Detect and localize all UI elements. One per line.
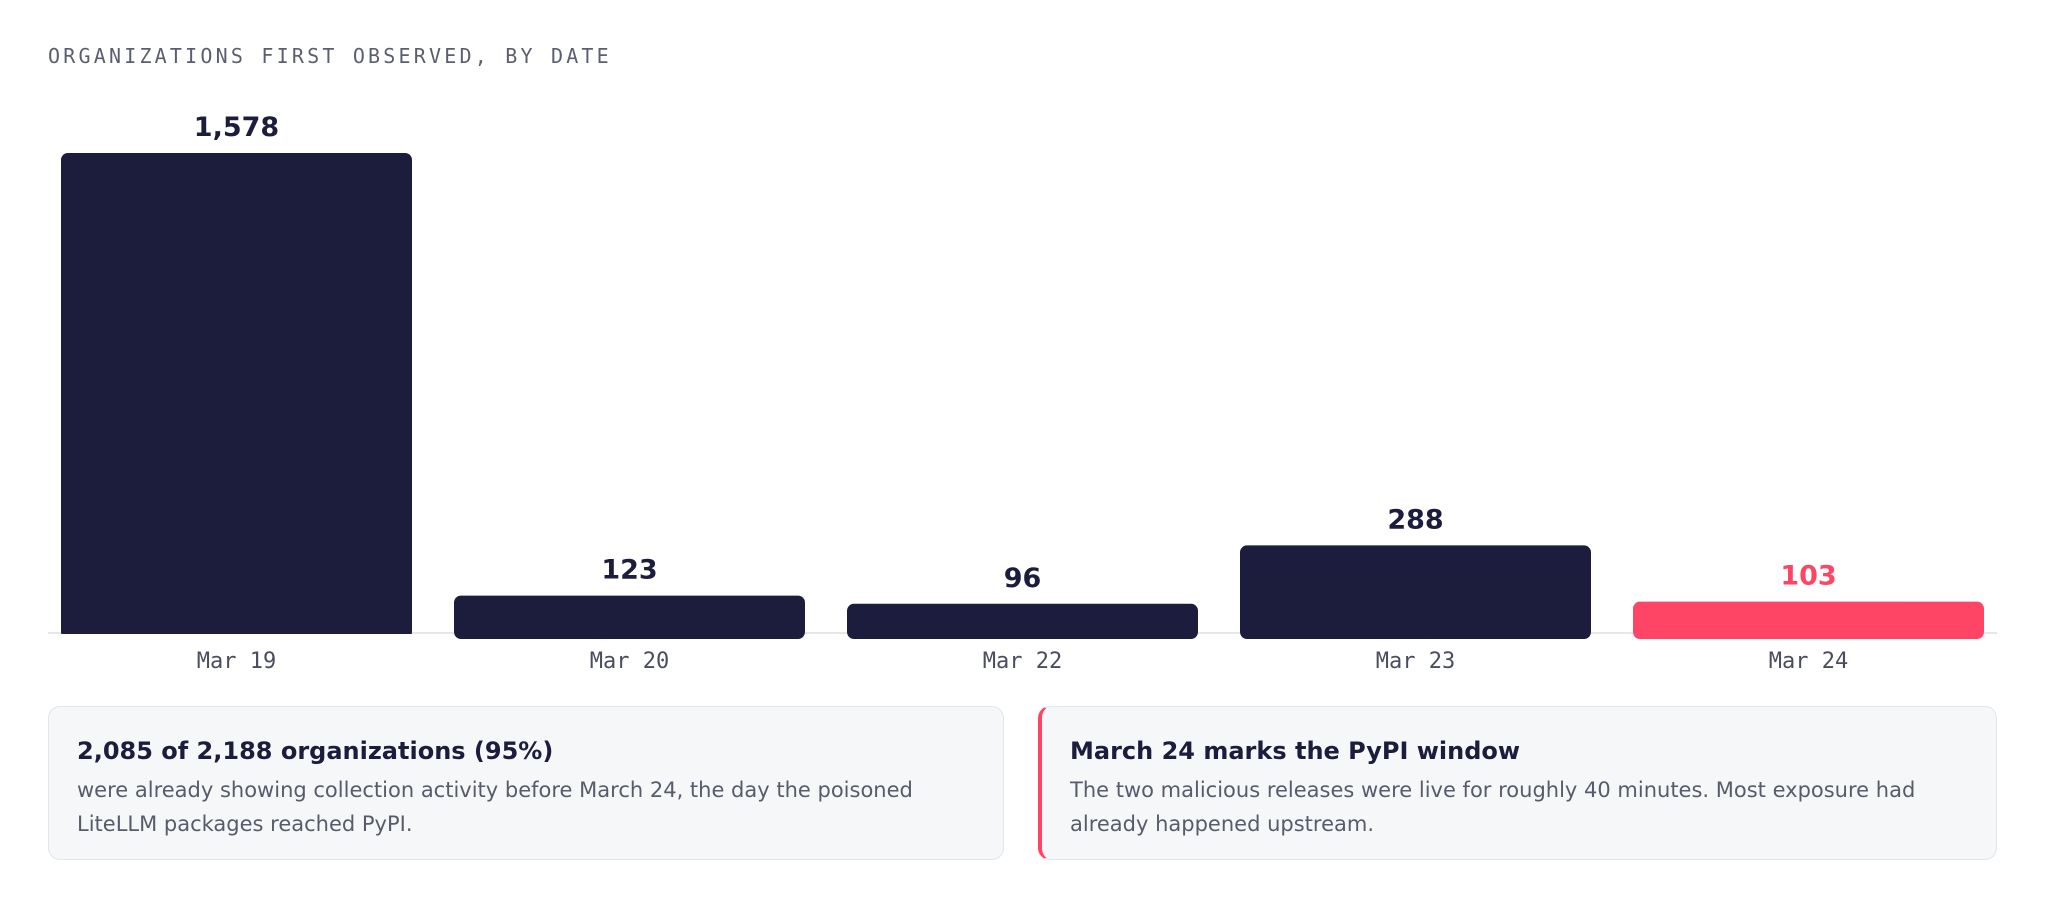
bar-mar-22: [847, 603, 1198, 639]
bar-mar-24: [1633, 601, 1984, 639]
data-label: 288: [1387, 504, 1443, 535]
pypi-window-card: March 24 marks the PyPI window The two m…: [1038, 706, 1997, 860]
data-label: 96: [1004, 563, 1042, 594]
summary-card-heading: 2,085 of 2,188 organizations (95%): [77, 737, 554, 765]
chart-title: ORGANIZATIONS FIRST OBSERVED, BY DATE: [48, 44, 612, 68]
data-label: 123: [601, 555, 657, 586]
x-tick-label: Mar 23: [1376, 649, 1455, 674]
pypi-window-card-body: The two malicious releases were live for…: [1070, 778, 1916, 836]
x-tick-label: Mar 22: [983, 649, 1062, 674]
pypi-window-card-heading: March 24 marks the PyPI window: [1070, 737, 1521, 765]
bar-mar-23: [1240, 545, 1591, 639]
data-label: 103: [1780, 561, 1836, 592]
data-label: 1,578: [194, 112, 279, 143]
summary-card: 2,085 of 2,188 organizations (95%) were …: [48, 706, 1004, 860]
bar-mar-20: [454, 595, 805, 639]
bar-mar-19: [61, 153, 412, 639]
x-tick-label: Mar 19: [197, 649, 276, 674]
summary-card-body: were already showing collection activity…: [77, 778, 913, 836]
x-tick-label: Mar 20: [590, 649, 669, 674]
bar-chart: 1,578 Mar 19 123 Mar 20 96 Mar 22 288 Mar 23 103…: [48, 112, 1997, 674]
x-tick-label: Mar 24: [1769, 649, 1848, 674]
